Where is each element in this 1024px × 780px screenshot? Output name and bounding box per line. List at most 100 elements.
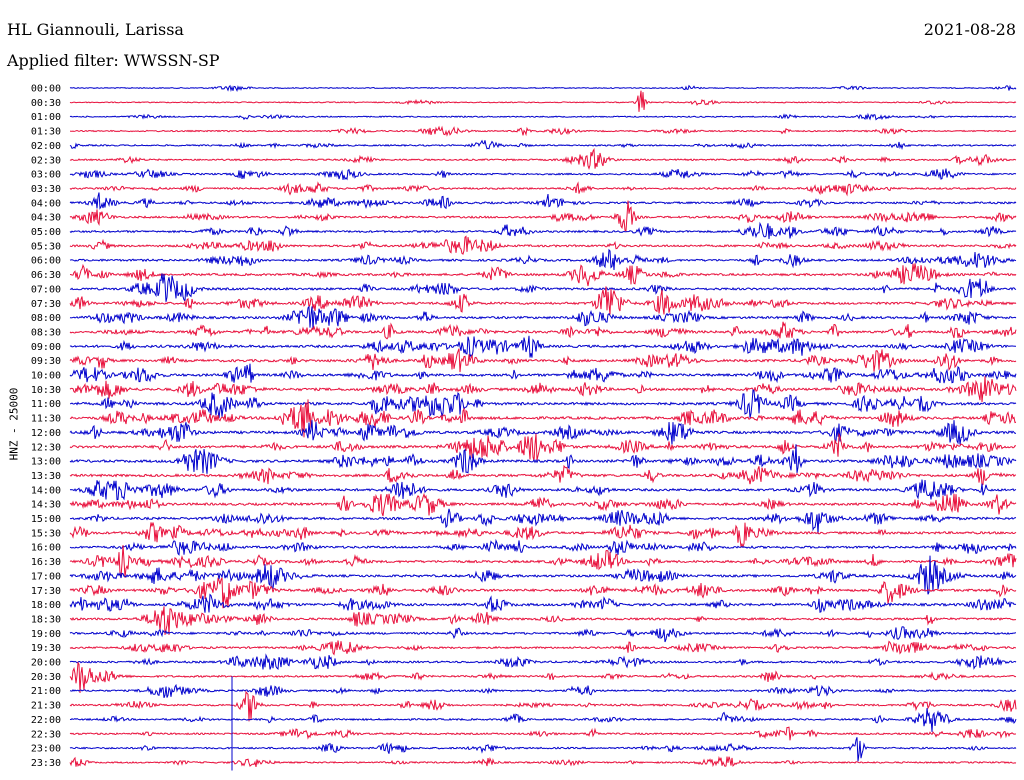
trace-line <box>69 181 1017 197</box>
time-label: 06:30 <box>31 270 61 281</box>
time-label: 20:00 <box>31 658 61 669</box>
trace-line <box>69 479 1017 501</box>
time-label: 00:00 <box>31 84 61 95</box>
trace-line <box>69 112 1017 121</box>
time-label: 12:00 <box>31 428 61 439</box>
trace-line <box>69 200 1017 232</box>
trace-line <box>69 606 1017 635</box>
trace-line <box>69 248 1017 271</box>
time-label: 14:30 <box>31 500 61 511</box>
trace-line <box>69 263 1017 287</box>
time-label: 22:30 <box>31 729 61 740</box>
time-label: 19:30 <box>31 643 61 654</box>
trace-line <box>69 192 1017 210</box>
time-label: 21:30 <box>31 701 61 712</box>
time-label: 15:30 <box>31 528 61 539</box>
time-label: 02:00 <box>31 141 61 152</box>
trace-line <box>69 683 1017 698</box>
time-label: 10:30 <box>31 385 61 396</box>
time-label: 02:30 <box>31 155 61 166</box>
trace-line <box>69 640 1017 656</box>
time-label: 09:00 <box>31 342 61 353</box>
time-label: 05:00 <box>31 227 61 238</box>
trace-line <box>69 125 1017 137</box>
trace-line <box>69 90 1017 112</box>
time-label: 09:30 <box>31 356 61 367</box>
time-label: 17:30 <box>31 586 61 597</box>
trace-line <box>69 737 1017 762</box>
trace-line <box>69 653 1017 670</box>
trace-line <box>69 221 1017 240</box>
time-label: 08:00 <box>31 313 61 324</box>
trace-line <box>69 147 1017 170</box>
trace-line <box>69 626 1017 643</box>
time-label: 05:30 <box>31 241 61 252</box>
time-label: 13:00 <box>31 457 61 468</box>
time-label: 11:00 <box>31 399 61 410</box>
trace-line <box>69 420 1017 445</box>
trace-line <box>69 235 1017 255</box>
time-label: 18:30 <box>31 614 61 625</box>
trace-line <box>69 522 1017 549</box>
trace-line <box>69 577 1017 609</box>
trace-line <box>69 305 1017 330</box>
time-label: 06:00 <box>31 256 61 267</box>
time-label: 15:00 <box>31 514 61 525</box>
trace-line <box>69 363 1017 384</box>
time-label: 07:00 <box>31 284 61 295</box>
time-label: 04:30 <box>31 213 61 224</box>
trace-line <box>69 432 1016 461</box>
trace-line <box>69 348 1017 373</box>
trace-line <box>69 444 1017 474</box>
time-label: 01:30 <box>31 127 61 138</box>
trace-line <box>69 593 1017 613</box>
time-label: 22:00 <box>31 715 61 726</box>
time-label: 16:30 <box>31 557 61 568</box>
trace-line <box>69 555 1017 595</box>
time-label: 01:00 <box>31 112 61 123</box>
trace-line <box>69 84 1017 93</box>
filter-label: Applied filter: WWSSN-SP <box>7 51 220 70</box>
time-label: 00:30 <box>31 98 61 109</box>
date-label: 2021-08-28 <box>923 20 1016 39</box>
time-label: 21:00 <box>31 686 61 697</box>
trace-line <box>69 286 1017 315</box>
trace-line <box>69 538 1017 556</box>
trace-line <box>69 492 1017 517</box>
trace-line <box>69 168 1017 181</box>
time-label: 12:30 <box>31 442 61 453</box>
time-label: 16:00 <box>31 543 61 554</box>
time-label: 17:00 <box>31 571 61 582</box>
time-label: 20:30 <box>31 672 61 683</box>
time-label: 07:30 <box>31 299 61 310</box>
time-label: 11:30 <box>31 414 61 425</box>
time-label: 23:00 <box>31 744 61 755</box>
trace-line <box>69 399 1017 438</box>
trace-line <box>69 508 1017 534</box>
trace-line <box>69 726 1016 741</box>
time-label: 18:00 <box>31 600 61 611</box>
time-label: 13:30 <box>31 471 61 482</box>
trace-line <box>69 273 1017 303</box>
trace-line <box>69 545 1017 578</box>
trace-line <box>69 376 1017 403</box>
time-label: 10:00 <box>31 371 61 382</box>
trace-line <box>69 388 1017 419</box>
time-label: 14:00 <box>31 485 61 496</box>
trace-line <box>69 335 1016 359</box>
trace-line <box>69 661 1017 694</box>
time-label: 04:00 <box>31 198 61 209</box>
time-label: 19:00 <box>31 629 61 640</box>
time-label: 23:30 <box>31 758 61 769</box>
time-label: 03:00 <box>31 170 61 181</box>
trace-line <box>69 464 1017 486</box>
trace-line <box>69 139 1017 150</box>
trace-line <box>69 755 1017 768</box>
time-label: 03:30 <box>31 184 61 195</box>
trace-line <box>69 690 1017 722</box>
station-title: HL Giannouli, Larissa <box>7 20 184 39</box>
trace-line <box>69 708 1017 732</box>
trace-line <box>69 321 1017 340</box>
time-label: 08:30 <box>31 327 61 338</box>
